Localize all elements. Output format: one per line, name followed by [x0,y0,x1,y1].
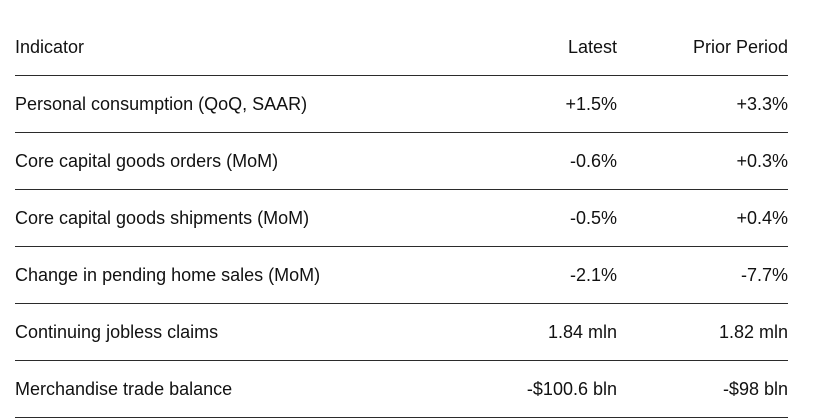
indicators-table: Indicator Latest Prior Period Personal c… [15,20,788,418]
column-header-indicator: Indicator [15,37,85,57]
prior-value-cell: 1.82 mln [718,321,788,342]
latest-value-cell: -0.6% [569,150,617,171]
prior-value-cell: -$98 bln [722,378,788,399]
column-header-prior-period: Prior Period [692,37,788,57]
indicator-cell: Personal consumption (QoQ, SAAR) [15,93,308,114]
indicator-cell: Core capital goods shipments (MoM) [15,207,310,228]
column-header-latest: Latest [567,37,617,57]
indicator-cell: Core capital goods orders (MoM) [15,150,279,171]
latest-value-cell: -$100.6 bln [526,378,617,399]
table-row: Change in pending home sales (MoM) -2.1%… [15,247,788,304]
table-row: Merchandise trade balance -$100.6 bln -$… [15,361,788,418]
table-row: Personal consumption (QoQ, SAAR) +1.5% +… [15,76,788,133]
table-header-row: Indicator Latest Prior Period [15,20,788,76]
indicator-cell: Merchandise trade balance [15,378,233,399]
prior-value-cell: +0.4% [736,207,788,228]
latest-value-cell: 1.84 mln [547,321,617,342]
indicator-cell: Continuing jobless claims [15,321,219,342]
latest-value-cell: -2.1% [569,264,617,285]
table-row: Continuing jobless claims 1.84 mln 1.82 … [15,304,788,361]
table-row: Core capital goods orders (MoM) -0.6% +0… [15,133,788,190]
table-row: Core capital goods shipments (MoM) -0.5%… [15,190,788,247]
indicator-cell: Change in pending home sales (MoM) [15,264,321,285]
latest-value-cell: +1.5% [565,93,617,114]
prior-value-cell: +3.3% [736,93,788,114]
prior-value-cell: -7.7% [740,264,788,285]
latest-value-cell: -0.5% [569,207,617,228]
prior-value-cell: +0.3% [736,150,788,171]
